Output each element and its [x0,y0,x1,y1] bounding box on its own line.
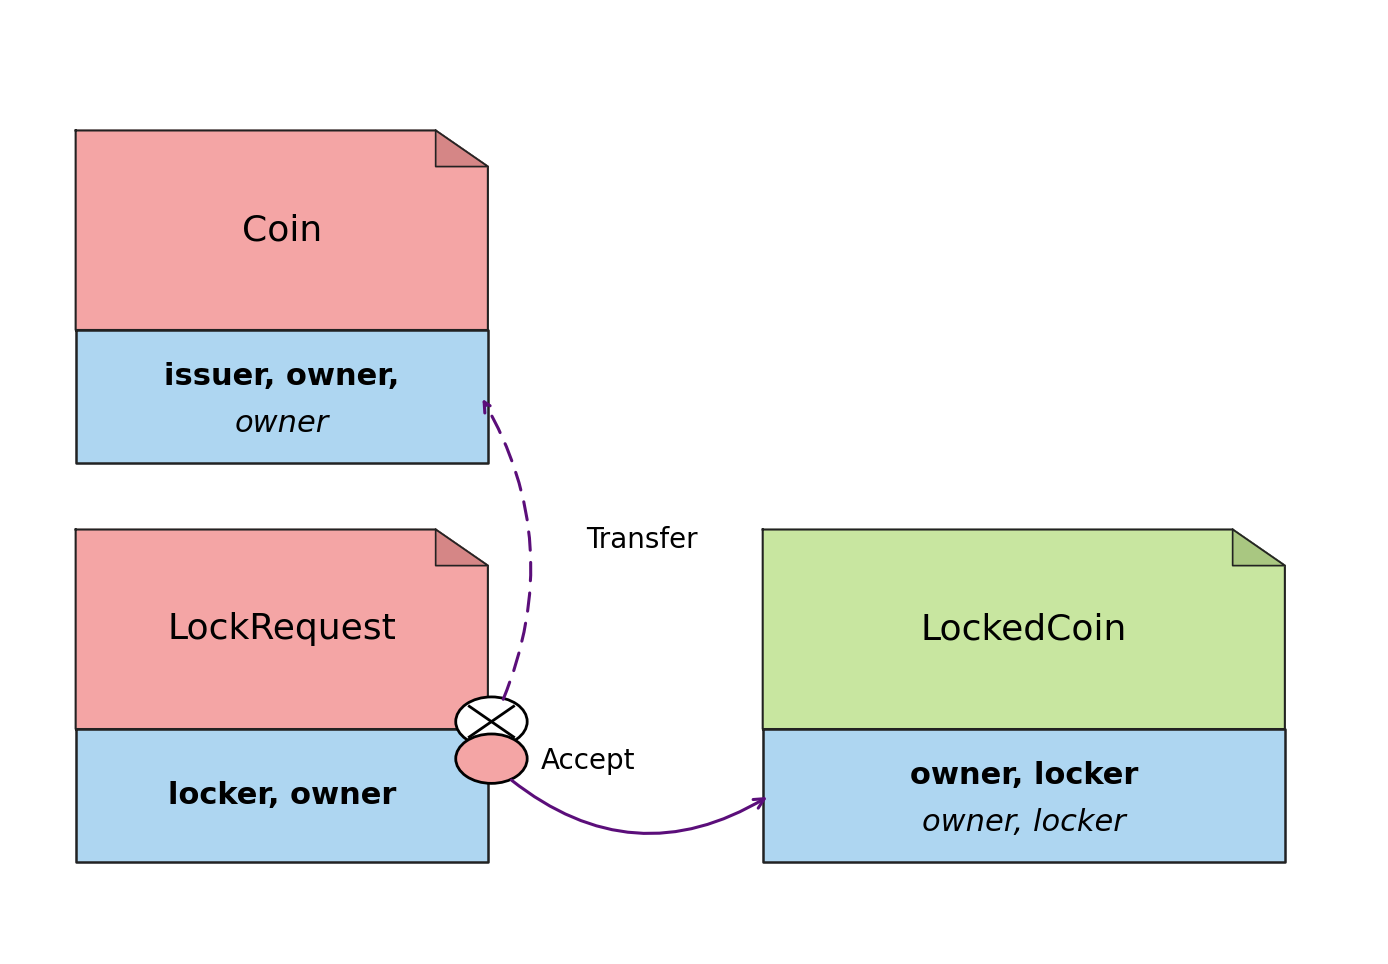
Polygon shape [436,130,489,167]
Polygon shape [436,529,489,566]
Polygon shape [1233,529,1285,566]
Text: Coin: Coin [242,213,322,247]
Text: Transfer: Transfer [586,526,698,554]
Polygon shape [76,729,489,862]
Circle shape [455,697,527,746]
Text: Accept: Accept [541,747,636,775]
Polygon shape [76,130,489,330]
Polygon shape [762,729,1285,862]
Text: issuer, owner,: issuer, owner, [164,362,400,391]
Text: owner: owner [235,409,329,438]
Circle shape [455,734,527,784]
Polygon shape [76,330,489,463]
Text: LockedCoin: LockedCoin [920,612,1127,646]
Polygon shape [76,529,489,729]
Text: owner, locker: owner, locker [922,808,1126,837]
Text: owner, locker: owner, locker [909,762,1138,790]
Text: LockRequest: LockRequest [168,612,396,646]
Text: locker, owner: locker, owner [168,781,396,810]
Polygon shape [762,529,1285,729]
